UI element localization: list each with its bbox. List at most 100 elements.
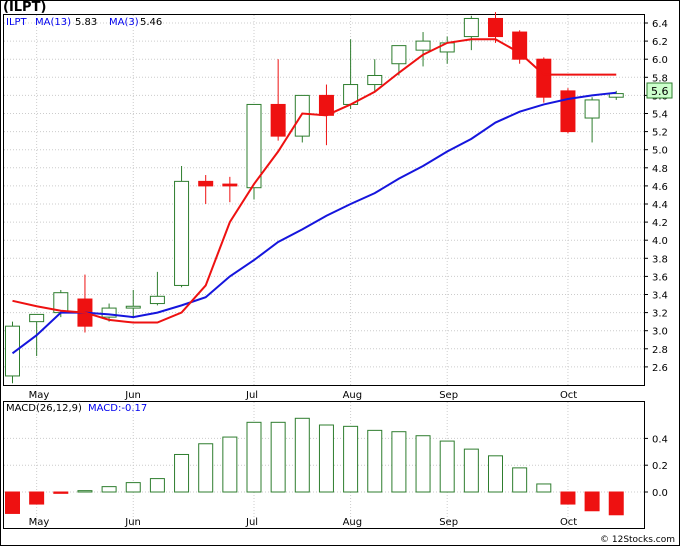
legend-symbol: ILPT (6, 17, 28, 28)
price-ytick-label: 5.2 (652, 128, 668, 139)
price-xtick-label: May (29, 390, 50, 401)
price-xtick-label: Aug (343, 390, 363, 401)
candle-body (536, 58, 552, 98)
macd-bar (415, 435, 431, 493)
macd-bar (488, 455, 503, 493)
price-ytick-label: 5.4 (652, 110, 668, 121)
macd-bar (174, 453, 190, 493)
price-ytick-label: 3.6 (652, 272, 668, 283)
macd-bar (439, 440, 455, 493)
macd-ytick-label: 0.2 (652, 461, 668, 472)
candle-body (125, 305, 141, 309)
price-tag-value: 5.6 (651, 85, 669, 98)
price-ytick-label: 6.4 (652, 19, 668, 30)
candle-body (294, 94, 310, 137)
candle-body (560, 90, 576, 133)
macd-bar (584, 491, 600, 512)
macd-bar (367, 429, 383, 493)
legend-ma3-label: MA(3) (109, 17, 139, 28)
candle-body (222, 183, 238, 187)
price-ytick-label: 3.0 (652, 327, 668, 338)
macd-bar (222, 436, 238, 493)
candle-body (246, 103, 262, 189)
macd-xtick-label: Sep (439, 517, 458, 528)
price-xtick-label: Jun (124, 390, 141, 401)
candle-body (415, 40, 431, 51)
price-xtick-label: Sep (439, 390, 458, 401)
legend-ma13-value: 5.83 (75, 17, 97, 28)
macd-bar (125, 482, 141, 493)
macd-xtick-label: Aug (343, 517, 363, 528)
macd-bar (246, 421, 262, 493)
legend-ma13-label: MA(13) (35, 17, 71, 28)
macd-bar (512, 467, 528, 493)
price-ytick-label: 4.0 (652, 236, 668, 247)
price-ytick-label: 2.6 (652, 363, 668, 374)
candle-body (29, 313, 45, 323)
candle-body (270, 103, 286, 137)
candle-body (488, 17, 503, 38)
price-ytick-label: 4.4 (652, 200, 668, 211)
candle-body (149, 295, 165, 305)
y-axis-ticks: 2.6 2.8 3.0 3.2 3.4 3.6 3.8 4.0 4.2 4.4 4.6 4.8 5.0 5… (644, 19, 668, 499)
price-ytick-label: 6.0 (652, 55, 668, 66)
macd-bar (198, 443, 214, 493)
macd-bar (560, 491, 576, 505)
ma3-line (12, 38, 617, 324)
candle-body (174, 180, 190, 286)
macd-bar (294, 417, 310, 493)
candle-body (463, 17, 479, 38)
price-ytick-label: 3.4 (652, 291, 668, 302)
price-ytick-label: 6.2 (652, 37, 668, 48)
price-ytick-label: 4.8 (652, 164, 668, 175)
macd-legend-value: MACD:-0.17 (88, 403, 147, 414)
candle-body (367, 74, 383, 86)
candle-body (391, 45, 407, 65)
macd-xtick-label: Jul (245, 517, 258, 528)
ma13-line (11, 91, 617, 355)
macd-xtick-label: Oct (560, 517, 577, 528)
macd-bar (53, 491, 69, 494)
watermark: © 12Stocks.com (600, 535, 675, 545)
price-tag: 5.6 (646, 82, 673, 99)
price-ytick-label: 2.8 (652, 345, 668, 356)
price-ytick-label: 4.6 (652, 182, 668, 193)
moving-averages (11, 38, 617, 355)
price-xtick-label: Jul (245, 390, 258, 401)
macd-bar (463, 448, 479, 493)
macd-bar (536, 483, 552, 493)
macd-bar (270, 421, 286, 493)
price-ytick-label: 3.2 (652, 309, 668, 320)
candle-body (198, 180, 214, 187)
macd-ytick-label: 0.0 (652, 488, 668, 499)
macd-legend-label: MACD(26,12,9) (6, 403, 82, 414)
x-axis-ticks: May May Jun Jun Jul Jul Aug Aug Sep Sep Oct Oct (29, 390, 578, 528)
macd-bar (608, 491, 624, 516)
price-xtick-label: Oct (560, 390, 577, 401)
macd-bar (391, 431, 407, 493)
candle-body (512, 31, 528, 60)
macd-bar (101, 486, 117, 493)
chart-title: (ILPT) (3, 0, 46, 15)
macd-xtick-label: Jun (124, 517, 141, 528)
candle-body (5, 325, 20, 377)
candle-body (101, 307, 117, 318)
macd-bar (149, 478, 165, 493)
macd-bar (77, 490, 93, 493)
price-ytick-label: 4.2 (652, 218, 668, 229)
price-ytick-label: 5.0 (652, 146, 668, 157)
macd-bar (5, 491, 20, 514)
candle-body (584, 99, 600, 119)
price-panel-frame (3, 14, 645, 386)
price-tag-box (646, 82, 673, 99)
macd-ytick-label: 0.4 (652, 434, 668, 445)
macd-xtick-label: May (29, 517, 50, 528)
price-ytick-label: 3.8 (652, 254, 668, 265)
candles (5, 12, 624, 384)
macd-bar (343, 425, 359, 493)
macd-bar (29, 491, 45, 505)
price-ytick-label: 5.8 (652, 73, 668, 84)
